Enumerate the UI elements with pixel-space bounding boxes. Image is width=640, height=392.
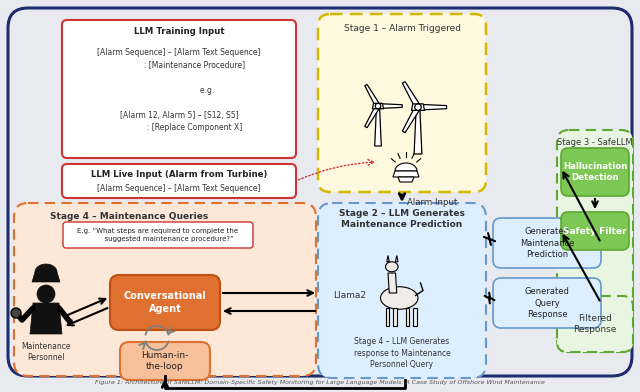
Polygon shape	[372, 103, 383, 109]
Ellipse shape	[381, 287, 418, 309]
Polygon shape	[30, 303, 62, 334]
FancyBboxPatch shape	[318, 203, 486, 378]
Circle shape	[37, 285, 55, 303]
Polygon shape	[365, 105, 380, 128]
Text: Generated
Maintenance
Prediction: Generated Maintenance Prediction	[520, 227, 574, 259]
Polygon shape	[414, 111, 422, 154]
FancyBboxPatch shape	[62, 164, 296, 198]
Polygon shape	[32, 272, 60, 282]
Text: Stage 4 – LLM Generates
response to Maintenance
Personnel Query: Stage 4 – LLM Generates response to Main…	[354, 337, 451, 369]
FancyBboxPatch shape	[14, 203, 316, 376]
FancyBboxPatch shape	[493, 278, 601, 328]
FancyBboxPatch shape	[120, 342, 210, 380]
FancyBboxPatch shape	[557, 296, 633, 352]
Text: LLM Live Input (Alarm from Turbine): LLM Live Input (Alarm from Turbine)	[91, 169, 267, 178]
FancyBboxPatch shape	[8, 8, 632, 376]
Polygon shape	[418, 104, 447, 110]
Circle shape	[11, 308, 21, 318]
Text: Stage 3 - SafeLLM: Stage 3 - SafeLLM	[557, 138, 633, 147]
Polygon shape	[388, 273, 397, 293]
FancyBboxPatch shape	[110, 275, 220, 330]
Text: LLM Training Input: LLM Training Input	[134, 27, 224, 36]
FancyBboxPatch shape	[493, 218, 601, 268]
Polygon shape	[365, 84, 380, 107]
Text: Safety Filter: Safety Filter	[563, 227, 627, 236]
Text: Filtered
Response: Filtered Response	[573, 314, 617, 334]
Text: Maintenance
Personnel: Maintenance Personnel	[21, 342, 71, 362]
Polygon shape	[393, 308, 397, 325]
Polygon shape	[403, 82, 420, 109]
Text: Stage 2 – LLM Generates
Maintenance Prediction: Stage 2 – LLM Generates Maintenance Pred…	[339, 209, 465, 229]
FancyBboxPatch shape	[561, 148, 629, 196]
Circle shape	[375, 103, 381, 109]
Circle shape	[415, 104, 421, 111]
Ellipse shape	[385, 262, 398, 272]
Polygon shape	[403, 106, 420, 133]
Text: Conversational
Agent: Conversational Agent	[124, 291, 206, 314]
Polygon shape	[412, 104, 424, 111]
FancyBboxPatch shape	[561, 212, 629, 250]
Text: Stage 4 – Maintenance Queries: Stage 4 – Maintenance Queries	[50, 212, 208, 221]
Text: Stage 1 – Alarm Triggered: Stage 1 – Alarm Triggered	[344, 24, 461, 33]
FancyBboxPatch shape	[557, 130, 633, 352]
Polygon shape	[374, 109, 381, 146]
FancyBboxPatch shape	[318, 14, 486, 192]
Text: Hallucination
Detection: Hallucination Detection	[563, 162, 627, 182]
Text: Generated
Query
Response: Generated Query Response	[525, 287, 570, 319]
Polygon shape	[35, 264, 57, 272]
Text: Human-in-
the-loop: Human-in- the-loop	[141, 351, 189, 371]
Polygon shape	[385, 308, 389, 325]
Text: E.g. “What steps are required to complete the
          suggested maintenance pr: E.g. “What steps are required to complet…	[77, 228, 239, 242]
Text: Llama2: Llama2	[333, 290, 367, 299]
Text: [Alarm Sequence] – [Alarm Text Sequence]: [Alarm Sequence] – [Alarm Text Sequence]	[97, 183, 260, 192]
Polygon shape	[395, 163, 417, 171]
Polygon shape	[398, 177, 414, 182]
Polygon shape	[387, 256, 389, 262]
Text: [Alarm Sequence] – [Alarm Text Sequence]
             : [Maintenance Procedure]
: [Alarm Sequence] – [Alarm Text Sequence]…	[97, 48, 260, 132]
Polygon shape	[396, 256, 398, 262]
Polygon shape	[378, 103, 402, 109]
Text: Alarm Input: Alarm Input	[407, 198, 458, 207]
Text: Figure 1: Architecture of SafeLLM: Domain-Specific Safety Monitoring for Large L: Figure 1: Architecture of SafeLLM: Domai…	[95, 380, 545, 385]
Polygon shape	[406, 308, 409, 325]
FancyBboxPatch shape	[62, 20, 296, 158]
Polygon shape	[393, 171, 419, 177]
Polygon shape	[413, 308, 417, 325]
FancyBboxPatch shape	[63, 222, 253, 248]
